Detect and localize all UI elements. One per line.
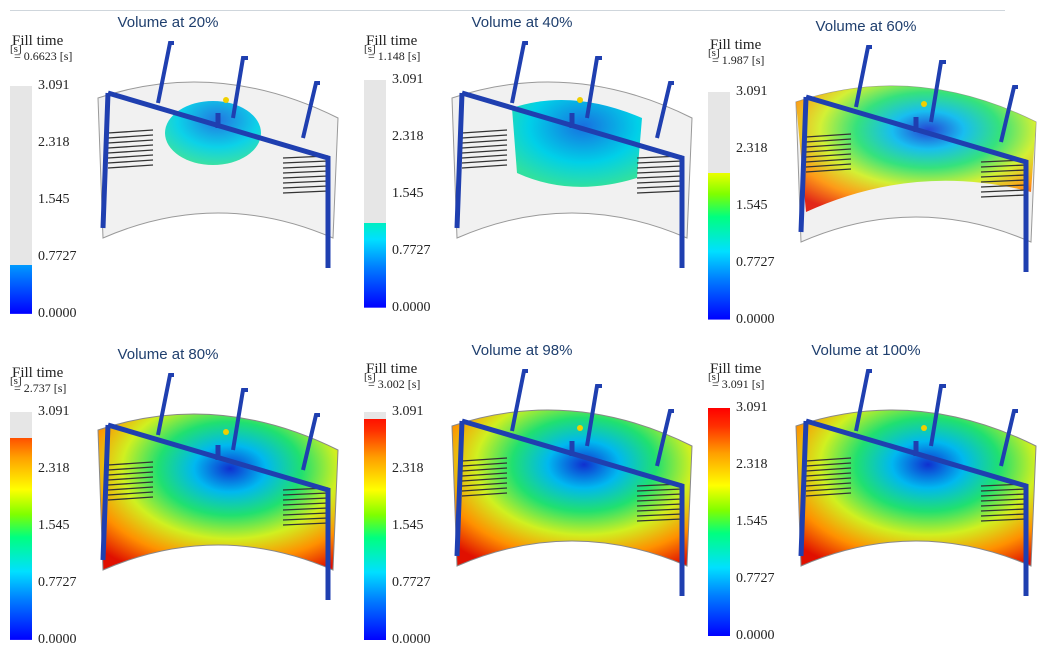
- legend-header: [s] Fill time = 3.002 [s]: [364, 362, 420, 392]
- panel-title: Volume at 80%: [117, 346, 219, 363]
- color-scale-unfilled: [364, 80, 386, 224]
- part-model: [795, 369, 1037, 596]
- scale-tick-label: 2.318: [736, 457, 768, 472]
- part-model: [451, 41, 693, 268]
- scale-tick-label: 1.545: [38, 192, 70, 207]
- legend-current-time: = 1.148 [s]: [368, 49, 421, 63]
- scale-tick-label: 0.7727: [38, 575, 77, 590]
- scale-tick-label: 0.0000: [392, 632, 431, 647]
- scale-tick-label: 0.7727: [736, 571, 775, 586]
- color-scale-filled: [708, 408, 730, 636]
- legend-unit: [s]: [708, 371, 720, 383]
- legend-name: Fill time: [12, 33, 64, 49]
- legend-name: Fill time: [12, 365, 64, 381]
- panel-title: Volume at 100%: [811, 342, 921, 359]
- legend-name: Fill time: [366, 33, 418, 49]
- panel-volume-20: Volume at 20% [s] Fill time = 0.6623 [s]…: [8, 8, 353, 333]
- legend-name: Fill time: [710, 37, 762, 53]
- legend-unit: [s]: [708, 47, 720, 59]
- color-scale-filled: [364, 418, 386, 640]
- color-scale-filled: [708, 173, 730, 320]
- color-scale-unfilled: [708, 92, 730, 174]
- panel-volume-80: Volume at 80% [s] Fill time = 2.737 [s] …: [8, 340, 353, 665]
- color-scale-bar: [364, 412, 386, 640]
- legend-unit: [s]: [364, 43, 376, 55]
- legend-unit: [s]: [10, 43, 22, 55]
- scale-tick-label: 0.0000: [736, 628, 775, 643]
- part-model: [451, 369, 693, 596]
- panel-volume-40: Volume at 40% [s] Fill time = 1.148 [s] …: [362, 8, 707, 333]
- scale-tick-label: 2.318: [38, 135, 70, 150]
- scale-tick-label: 1.545: [38, 518, 70, 533]
- legend-header: [s] Fill time = 2.737 [s]: [10, 366, 66, 396]
- legend-header: [s] Fill time = 1.148 [s]: [364, 34, 420, 64]
- color-scale-filled: [10, 265, 32, 314]
- scale-tick-label: 1.545: [392, 518, 424, 533]
- legend-header: [s] Fill time = 1.987 [s]: [708, 38, 764, 68]
- part-model: [97, 41, 339, 268]
- color-scale-bar: [10, 412, 32, 640]
- scale-tick-label: 0.0000: [736, 312, 775, 327]
- scale-tick-label: 2.318: [392, 129, 424, 144]
- scale-tick-label: 0.7727: [392, 243, 431, 258]
- scale-tick-label: 3.091: [38, 404, 70, 419]
- scale-tick-label: 0.7727: [38, 249, 77, 264]
- part-model: [795, 45, 1037, 272]
- color-scale-bar: [364, 80, 386, 308]
- legend-header: [s] Fill time = 3.091 [s]: [708, 362, 764, 392]
- scale-tick-label: 2.318: [736, 141, 768, 156]
- scale-tick-label: 3.091: [392, 404, 424, 419]
- color-scale-unfilled: [10, 412, 32, 439]
- legend-current-time: = 3.091 [s]: [712, 377, 765, 391]
- scale-tick-label: 1.545: [392, 186, 424, 201]
- scale-tick-label: 3.091: [38, 78, 70, 93]
- scale-tick-label: 0.0000: [38, 306, 77, 321]
- legend-current-time: = 1.987 [s]: [712, 53, 765, 67]
- color-scale-bar: [708, 408, 730, 636]
- scale-tick-label: 2.318: [38, 461, 70, 476]
- color-scale-unfilled: [10, 86, 32, 266]
- scale-tick-label: 3.091: [736, 84, 768, 99]
- panel-volume-98: Volume at 98% [s] Fill time = 3.002 [s] …: [362, 336, 707, 661]
- scale-tick-label: 0.0000: [392, 300, 431, 315]
- scale-tick-label: 0.7727: [736, 255, 775, 270]
- part-model: [97, 373, 339, 600]
- legend-header: [s] Fill time = 0.6623 [s]: [10, 34, 72, 64]
- scale-tick-label: 3.091: [392, 72, 424, 87]
- scale-tick-label: 1.545: [736, 198, 768, 213]
- panel-volume-100: Volume at 100% [s] Fill time = 3.091 [s]…: [706, 336, 1051, 661]
- color-scale-unfilled: [364, 412, 386, 419]
- legend-name: Fill time: [366, 361, 418, 377]
- panel-title: Volume at 40%: [471, 14, 573, 31]
- color-scale-bar: [10, 86, 32, 314]
- legend-unit: [s]: [10, 375, 22, 387]
- scale-tick-label: 0.0000: [38, 632, 77, 647]
- color-scale-bar: [708, 92, 730, 320]
- scale-tick-label: 1.545: [736, 514, 768, 529]
- panel-title: Volume at 98%: [471, 342, 573, 359]
- color-scale-filled: [10, 438, 32, 640]
- panel-title: Volume at 20%: [117, 14, 219, 31]
- legend-current-time: = 0.6623 [s]: [14, 49, 73, 63]
- legend-name: Fill time: [710, 361, 762, 377]
- scale-tick-label: 0.7727: [392, 575, 431, 590]
- top-divider: [10, 10, 1005, 11]
- scale-tick-label: 3.091: [736, 400, 768, 415]
- scale-tick-label: 2.318: [392, 461, 424, 476]
- legend-unit: [s]: [364, 371, 376, 383]
- legend-current-time: = 2.737 [s]: [14, 381, 67, 395]
- panel-volume-60: Volume at 60% [s] Fill time = 1.987 [s] …: [706, 12, 1051, 337]
- legend-current-time: = 3.002 [s]: [368, 377, 421, 391]
- panel-title: Volume at 60%: [815, 18, 917, 35]
- color-scale-filled: [364, 223, 386, 308]
